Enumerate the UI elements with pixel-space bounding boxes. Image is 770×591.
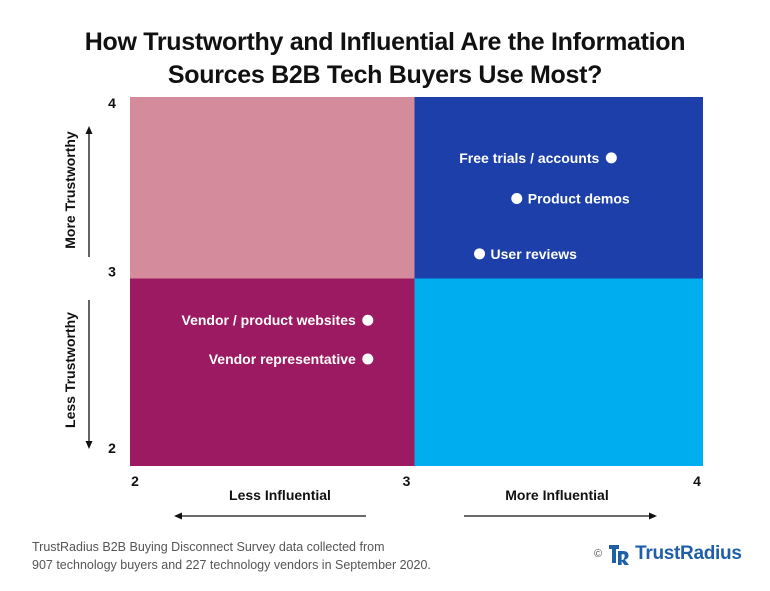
brand-logo: © TrustRadius [594,541,742,567]
x-tick-label: 2 [131,473,139,489]
x-axis-label-right: More Influential [505,487,608,503]
chart-title-line-1: How Trustworthy and Influential Are the … [84,28,686,56]
quadrant-top-right [414,97,703,279]
y-axis-label-top: More Trustworthy [62,131,78,249]
copyright-symbol: © [594,548,603,560]
y-axis-label-bottom: Less Trustworthy [62,312,78,428]
x-tick-label: 3 [403,473,411,489]
source-note-line-1: TrustRadius B2B Buying Disconnect Survey… [32,540,385,554]
brand-name: TrustRadius [635,543,742,564]
data-point [474,248,486,260]
source-note-line-2: 907 technology buyers and 227 technology… [32,558,431,572]
data-point-label: User reviews [491,246,578,262]
y-tick-label: 4 [108,95,116,111]
data-point [362,353,374,365]
x-tick-label: 4 [693,473,701,489]
y-tick-label: 3 [108,264,116,280]
quadrant-top-left [130,97,415,279]
data-point [605,152,617,164]
trustradius-logo-icon [609,545,630,565]
quadrant-bottom-left [130,278,415,466]
data-point [362,314,374,326]
chart-title-line-2: Sources B2B Tech Buyers Use Most? [167,61,603,89]
data-point-label: Vendor / product websites [182,312,356,328]
quadrant-bottom-right [414,278,703,466]
source-note: TrustRadius B2B Buying Disconnect Survey… [32,538,431,574]
data-point-label: Product demos [528,190,630,206]
chart-title: How Trustworthy and Influential Are the … [0,26,770,92]
x-axis-label-left: Less Influential [229,487,331,503]
data-point-label: Free trials / accounts [459,150,599,166]
data-point [511,192,523,204]
y-tick-label: 2 [108,440,116,456]
data-point-label: Vendor representative [209,351,356,367]
